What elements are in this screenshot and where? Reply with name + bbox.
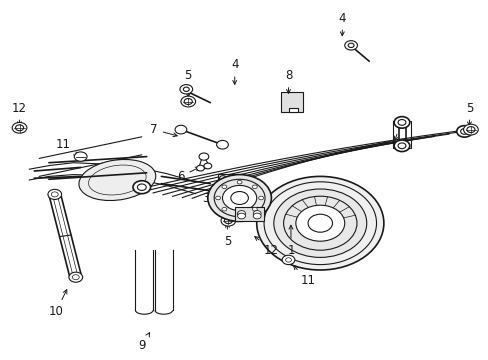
Circle shape — [463, 124, 477, 135]
Circle shape — [393, 140, 409, 152]
Circle shape — [282, 255, 294, 265]
Circle shape — [237, 213, 245, 219]
Circle shape — [12, 122, 27, 133]
Circle shape — [48, 189, 61, 199]
Text: 5: 5 — [223, 224, 231, 248]
Text: 5: 5 — [184, 69, 192, 97]
Circle shape — [219, 176, 226, 181]
Circle shape — [230, 192, 248, 204]
Circle shape — [456, 126, 471, 137]
Circle shape — [72, 275, 79, 280]
Circle shape — [256, 176, 383, 270]
Circle shape — [253, 213, 261, 219]
Circle shape — [16, 125, 23, 131]
Circle shape — [133, 181, 150, 194]
Circle shape — [184, 99, 192, 104]
Circle shape — [181, 96, 195, 107]
Circle shape — [344, 41, 357, 50]
Text: 6: 6 — [177, 167, 199, 183]
Circle shape — [347, 43, 353, 48]
Polygon shape — [217, 174, 242, 187]
Circle shape — [237, 212, 242, 216]
Circle shape — [273, 189, 366, 257]
Circle shape — [180, 85, 192, 94]
Circle shape — [196, 165, 204, 171]
Circle shape — [222, 207, 226, 211]
Circle shape — [397, 120, 405, 125]
Circle shape — [224, 218, 232, 224]
Text: 4: 4 — [230, 58, 238, 84]
Circle shape — [397, 143, 405, 149]
Circle shape — [221, 191, 228, 197]
Circle shape — [215, 196, 220, 200]
Circle shape — [207, 175, 271, 221]
Text: 3: 3 — [201, 192, 221, 204]
Ellipse shape — [79, 159, 156, 201]
Text: 8: 8 — [284, 69, 292, 93]
Polygon shape — [234, 207, 264, 221]
Circle shape — [393, 117, 409, 128]
Circle shape — [252, 185, 257, 189]
Circle shape — [221, 183, 228, 189]
Circle shape — [237, 211, 245, 216]
Polygon shape — [281, 92, 303, 112]
Circle shape — [222, 185, 226, 189]
Text: 10: 10 — [49, 290, 67, 318]
Circle shape — [51, 192, 58, 197]
Circle shape — [466, 127, 474, 132]
Circle shape — [199, 153, 208, 160]
Circle shape — [203, 163, 211, 169]
Text: 11: 11 — [56, 138, 78, 156]
Circle shape — [252, 207, 257, 211]
Text: 1: 1 — [286, 225, 294, 257]
Circle shape — [74, 152, 87, 161]
Text: 11: 11 — [293, 266, 315, 287]
Text: 5: 5 — [465, 102, 472, 126]
Circle shape — [69, 272, 82, 282]
Circle shape — [175, 125, 186, 134]
Text: 2: 2 — [393, 116, 404, 140]
Circle shape — [285, 258, 291, 262]
Text: 12: 12 — [254, 237, 278, 257]
Polygon shape — [288, 108, 298, 112]
Text: 12: 12 — [12, 102, 27, 126]
Circle shape — [222, 185, 256, 211]
Circle shape — [233, 176, 240, 181]
Circle shape — [183, 87, 189, 91]
Circle shape — [295, 205, 344, 241]
Circle shape — [237, 180, 242, 184]
Text: 4: 4 — [338, 12, 346, 36]
Circle shape — [307, 214, 332, 232]
Circle shape — [216, 140, 228, 149]
Text: 7: 7 — [150, 123, 177, 137]
Circle shape — [221, 215, 235, 226]
Circle shape — [137, 184, 146, 190]
Circle shape — [460, 129, 468, 134]
Circle shape — [253, 211, 261, 216]
Text: 9: 9 — [138, 333, 149, 352]
Circle shape — [258, 196, 263, 200]
